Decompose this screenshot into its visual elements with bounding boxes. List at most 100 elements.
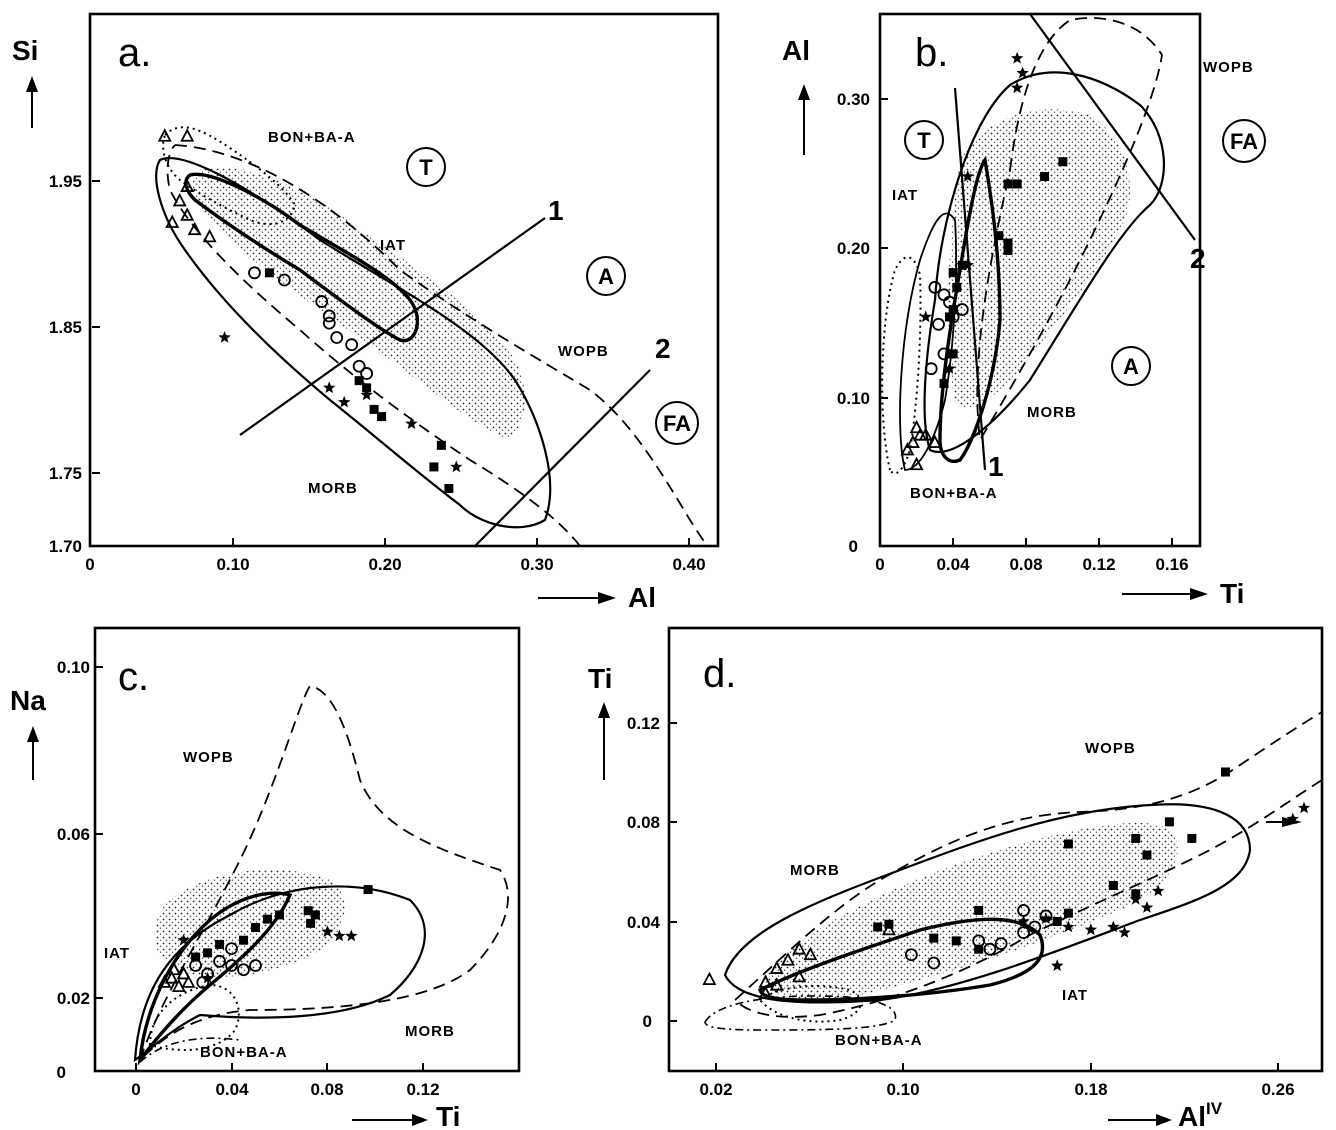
data-point-square xyxy=(250,923,260,933)
panel-a-region-circle-fa xyxy=(655,401,699,445)
panel-c-yaxis-arrowhead xyxy=(27,726,39,742)
panel-c-ytick-label: 0.06 xyxy=(57,825,90,844)
data-point-circle xyxy=(322,309,336,323)
panel-c-frame xyxy=(93,626,521,1073)
panel-c-ylabel: Na xyxy=(10,685,46,716)
data-point-star xyxy=(218,331,231,343)
data-point-circle xyxy=(955,303,969,316)
panel-d-xtick-label: 0.26 xyxy=(1261,1080,1294,1099)
panel-d-data-points xyxy=(702,767,1311,999)
panel-a-region-circle-t xyxy=(406,147,446,187)
data-point-triangle xyxy=(927,434,942,448)
data-point-square xyxy=(203,948,213,958)
data-point-circle xyxy=(330,331,344,344)
data-point-triangle xyxy=(202,228,217,243)
data-point-circle xyxy=(928,280,942,294)
data-point-triangle xyxy=(769,977,784,991)
panel-c-label-bon: BON+BA-A xyxy=(200,1044,288,1061)
panel-d-label: d. xyxy=(703,652,736,696)
panel-c-label-wopb: WOPB xyxy=(183,749,234,766)
data-point-square xyxy=(951,936,961,946)
panel-d-xtick-label: 0.02 xyxy=(699,1080,732,1099)
panel-b-label-wopb: WOPB xyxy=(1203,59,1254,76)
data-point-star xyxy=(323,381,336,394)
data-point-circle xyxy=(937,288,951,302)
panel-c-iat-field xyxy=(137,891,293,1066)
panel-d-label-wopb: WOPB xyxy=(1085,740,1136,757)
data-point-square xyxy=(1063,908,1073,918)
data-point-triangle xyxy=(909,456,924,471)
data-point-star xyxy=(360,388,373,401)
data-point-triangle xyxy=(769,960,784,974)
data-point-circle xyxy=(1028,920,1042,934)
panel-a-xtick-label: 0.20 xyxy=(368,555,401,574)
data-point-circle xyxy=(983,942,997,956)
panel-d: d. Ti AlIV 0.02 0.10 0.18 0.26 0 0.04 0.… xyxy=(588,626,1324,1130)
panel-a-xtick-label: 0.10 xyxy=(216,555,249,574)
data-point-star xyxy=(956,258,969,271)
data-point-circle xyxy=(943,295,956,309)
data-point-square xyxy=(939,378,949,388)
data-point-square xyxy=(1058,157,1068,167)
data-point-circle xyxy=(345,338,359,352)
data-point-star xyxy=(1107,920,1120,933)
data-point-triangle xyxy=(758,985,773,999)
data-point-square xyxy=(1003,245,1013,255)
data-point-star xyxy=(1152,884,1165,897)
data-point-square xyxy=(944,312,954,322)
data-point-square xyxy=(1003,179,1013,189)
data-point-circle xyxy=(352,359,366,373)
data-point-circle xyxy=(994,937,1008,951)
data-point-circle xyxy=(904,948,918,962)
data-point-star xyxy=(321,925,334,937)
data-point-triangle xyxy=(167,961,182,976)
panel-c-label-iat: IAT xyxy=(104,945,130,962)
data-point-square xyxy=(274,910,284,920)
panel-d-iat-field xyxy=(758,917,1045,1002)
panel-a-morb-field xyxy=(155,157,552,529)
panel-a-discriminant-line-2 xyxy=(474,369,651,547)
data-point-triangle xyxy=(918,427,933,441)
data-point-triangle xyxy=(792,968,807,983)
data-point-star xyxy=(333,929,346,942)
panel-b-line-label-2: 2 xyxy=(1190,243,1206,274)
data-point-triangle xyxy=(803,946,818,961)
panel-b-xlabel: Ti xyxy=(1220,578,1244,609)
data-point-square xyxy=(1052,916,1062,926)
panel-d-tick-labels: 0.02 0.10 0.18 0.26 0 0.04 0.08 0.12 xyxy=(627,714,1295,1099)
panel-c-ticks xyxy=(95,666,424,1071)
panel-c-xtick-label: 0.04 xyxy=(215,1080,249,1099)
panel-b-ytick-label: 0 xyxy=(849,537,858,556)
panel-a-line-label-2: 2 xyxy=(655,333,671,364)
data-point-star xyxy=(1140,901,1154,913)
panel-d-ylabel: Ti xyxy=(588,663,612,694)
data-point-square xyxy=(1187,833,1197,843)
panel-b-tick-labels: 0 0.04 0.08 0.12 0.16 0 0.10 0.20 0.30 xyxy=(837,90,1189,574)
data-point-star xyxy=(1118,926,1131,938)
panel-b-data-points xyxy=(900,51,1068,471)
panel-b-region-circle-a xyxy=(1111,346,1151,386)
panel-c-ytick-label: 0.02 xyxy=(57,989,90,1008)
panel-a-xlabel: Al xyxy=(628,582,656,613)
data-point-square xyxy=(1164,817,1174,827)
data-point-square xyxy=(306,918,316,928)
panel-d-yaxis-arrowhead xyxy=(598,702,610,718)
data-point-square xyxy=(354,376,364,386)
data-point-star xyxy=(1129,892,1142,905)
panel-c-ytick-label: 0.10 xyxy=(57,658,90,677)
data-point-triangle xyxy=(792,941,807,955)
data-point-star xyxy=(1039,912,1053,924)
data-point-circle xyxy=(360,367,374,380)
data-point-star xyxy=(1017,915,1030,927)
data-point-circle xyxy=(924,362,938,376)
data-point-circle xyxy=(937,347,951,361)
panel-a-region-a: A xyxy=(598,264,614,289)
data-point-star xyxy=(1062,920,1075,933)
panel-a-xtick-label: 0 xyxy=(85,555,94,574)
data-point-square xyxy=(1131,833,1141,843)
data-point-triangle xyxy=(900,442,915,456)
panel-a-label-wopb: WOPB xyxy=(558,343,609,360)
panel-c-bon-dashdot xyxy=(139,1037,241,1063)
data-point-square xyxy=(974,905,984,915)
